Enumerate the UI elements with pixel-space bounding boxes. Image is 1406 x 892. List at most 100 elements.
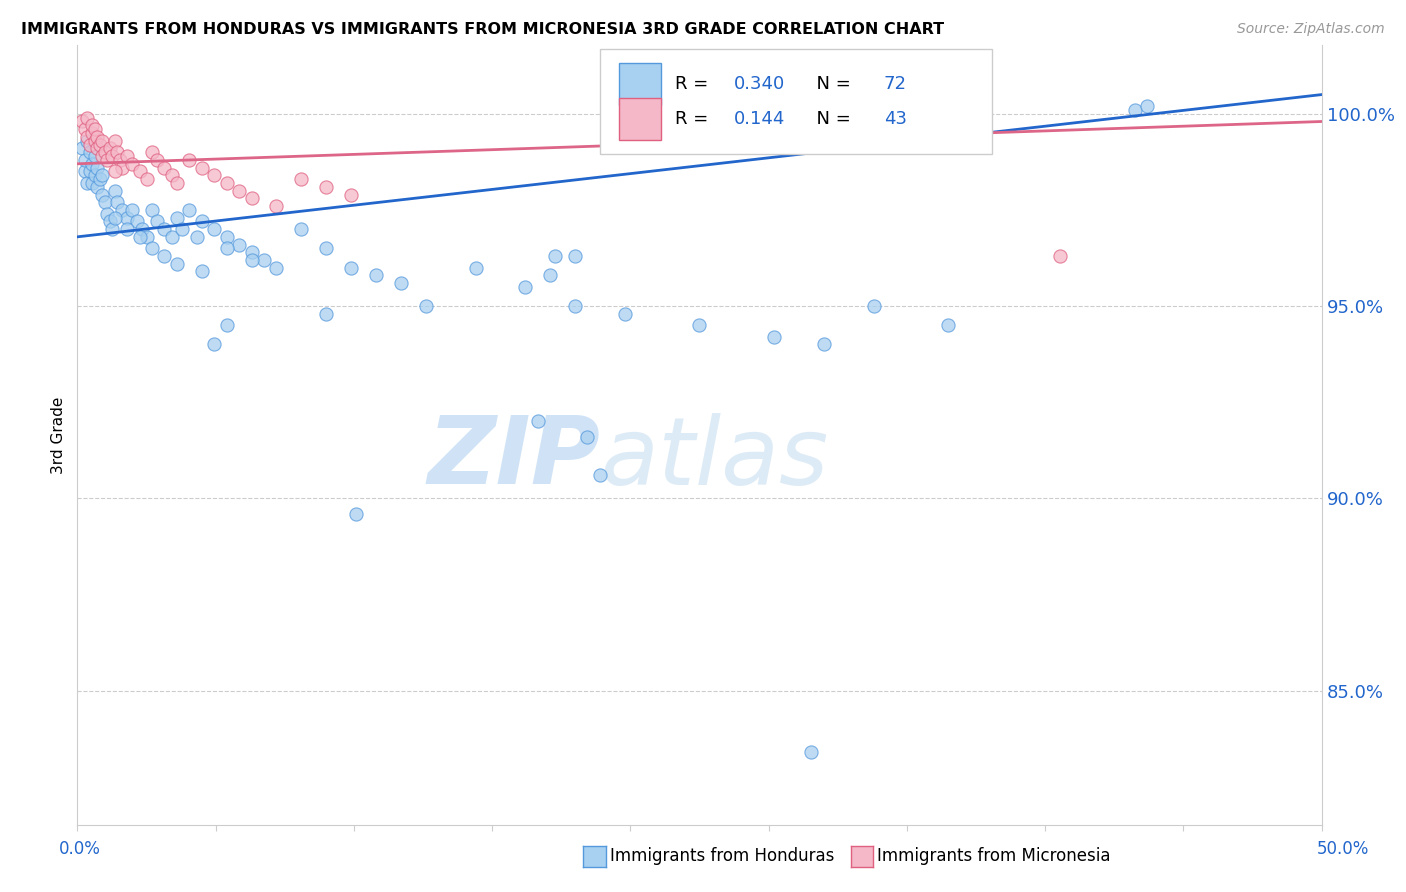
Point [526,414,548,428]
Point [191,161,214,175]
Point [91,169,114,183]
Text: 72: 72 [883,75,907,93]
Point [938,318,960,333]
Point [153,222,176,236]
Text: N =: N = [806,110,856,128]
Point [266,260,288,275]
Point [89,172,111,186]
Point [340,260,363,275]
Point [115,211,138,225]
Point [79,145,101,160]
Point [89,137,111,152]
Point [240,252,263,267]
Point [564,249,586,263]
Point [82,176,104,190]
Point [179,202,201,217]
Point [544,249,567,263]
Point [96,153,118,167]
Point [115,149,138,163]
Point [82,119,104,133]
Point [111,202,134,217]
FancyBboxPatch shape [619,62,661,104]
Text: 43: 43 [883,110,907,128]
Point [104,184,127,198]
Point [125,214,148,228]
Point [186,230,208,244]
Point [141,241,163,255]
Point [76,134,98,148]
Point [93,145,115,160]
Point [115,222,138,236]
Point [86,161,108,175]
Point [108,153,131,167]
Point [464,260,486,275]
Point [104,211,127,225]
Point [613,307,636,321]
Point [76,129,98,144]
Point [1136,99,1159,113]
Point [1049,249,1071,263]
Point [800,745,823,759]
Point [91,134,114,148]
Point [128,230,150,244]
Text: R =: R = [675,110,714,128]
Point [91,149,114,163]
Point [344,507,367,521]
Point [93,195,115,210]
Point [98,214,121,228]
Point [101,222,124,236]
Point [111,161,134,175]
Point [160,169,183,183]
Point [104,134,127,148]
Point [415,299,437,313]
Point [240,245,263,260]
Point [98,141,121,155]
Point [576,430,599,444]
Point [228,237,250,252]
Point [862,299,884,313]
Text: 0.0%: 0.0% [59,840,101,858]
Point [96,207,118,221]
Point [215,176,238,190]
Text: ZIP: ZIP [427,412,600,504]
Point [101,149,124,163]
Point [215,241,238,255]
Point [564,299,586,313]
Point [153,249,176,263]
Point [228,184,250,198]
Point [1123,103,1146,117]
Point [290,222,312,236]
Point [191,264,214,278]
Point [121,202,143,217]
Point [290,172,312,186]
Point [72,114,94,128]
Point [763,330,786,344]
Point [72,141,94,155]
FancyBboxPatch shape [619,98,661,140]
Point [86,141,108,155]
Point [105,195,128,210]
Point [136,172,159,186]
Point [538,268,561,283]
Point [79,164,101,178]
Text: Immigrants from Micronesia: Immigrants from Micronesia [877,847,1111,865]
Point [389,276,412,290]
Point [240,191,263,205]
Point [266,199,288,213]
FancyBboxPatch shape [600,48,991,153]
Point [105,145,128,160]
Point [202,337,225,351]
Point [166,176,188,190]
Point [515,280,537,294]
Point [215,230,238,244]
Point [76,176,98,190]
Text: N =: N = [806,75,856,93]
Point [83,122,105,136]
Point [104,164,127,178]
Point [253,252,276,267]
Text: Immigrants from Honduras: Immigrants from Honduras [610,847,835,865]
Point [131,222,153,236]
Point [121,157,143,171]
Point [179,153,201,167]
Text: 0.340: 0.340 [734,75,786,93]
